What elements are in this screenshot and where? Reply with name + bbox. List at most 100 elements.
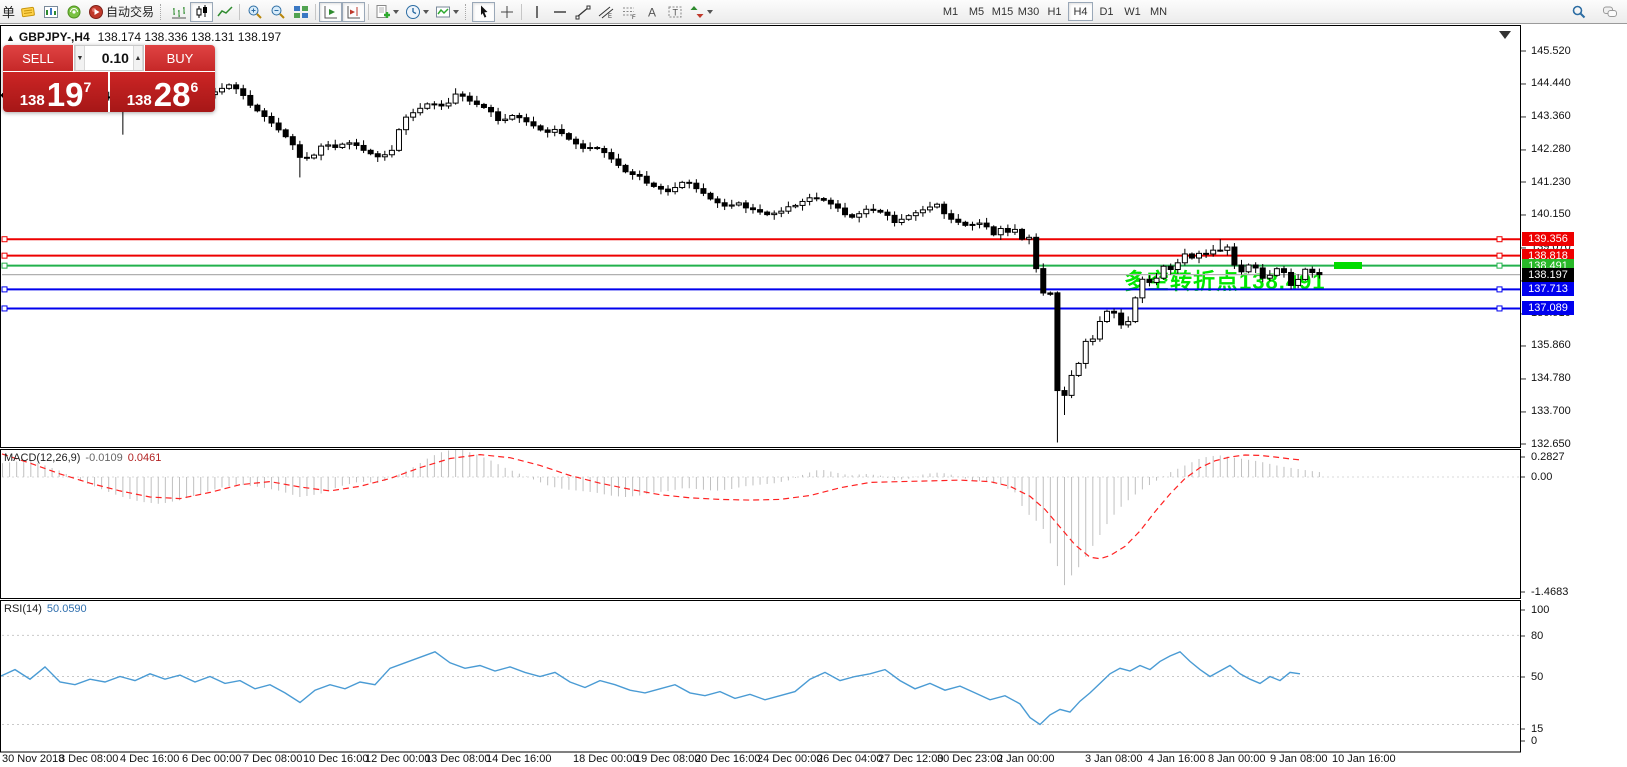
one-click-trading-panel: SELL ▼ ▲ BUY 138 19 7 138 28 6 [3, 45, 215, 112]
line-handle[interactable] [1, 236, 8, 243]
price-axis-tick: 142.280 [1531, 143, 1571, 156]
periods-button[interactable] [402, 2, 432, 22]
indicator-axis-tick: 80 [1531, 629, 1544, 642]
macd-signal-line [1, 453, 1303, 560]
sell-price-big: 19 [46, 75, 84, 113]
price-axis-tick: 134.780 [1531, 372, 1571, 385]
horizontal-line-button[interactable] [548, 2, 571, 22]
search-button[interactable] [1567, 2, 1590, 22]
volume-increase-button[interactable]: ▲ [132, 46, 143, 70]
time-axis-label: 6 Dec 00:00 [182, 753, 242, 765]
timeframe-h1[interactable]: H1 [1042, 2, 1067, 21]
line-handle[interactable] [1496, 236, 1503, 243]
panel-border [0, 25, 1521, 448]
equidistant-channel-icon: E [598, 6, 613, 20]
time-axis-label: 8 Jan 00:00 [1208, 753, 1266, 765]
zoom-out-button[interactable] [266, 2, 289, 22]
zoom-in-button[interactable] [243, 2, 266, 22]
line-handle[interactable] [1, 305, 8, 312]
toolbar-separator [521, 3, 523, 20]
line-chart-button[interactable] [213, 2, 236, 22]
new-order-icon [376, 4, 391, 18]
sell-button[interactable]: SELL [3, 45, 73, 71]
indicator-axis-tick: 15 [1531, 722, 1544, 735]
toolbar: 单 自动交易 [0, 0, 1627, 24]
toolbar-separator [368, 3, 370, 20]
timeframe-d1[interactable]: D1 [1094, 2, 1119, 21]
order-book-icon [20, 6, 35, 17]
timeframe-w1[interactable]: W1 [1120, 2, 1145, 21]
trendline-icon [575, 5, 591, 19]
cursor-button[interactable] [472, 1, 496, 22]
text-icon: A [648, 5, 656, 19]
volume-control: ▼ ▲ [74, 45, 144, 71]
bar-chart-button[interactable] [167, 2, 190, 22]
line-handle[interactable] [1, 262, 8, 269]
line-handle[interactable] [1496, 252, 1503, 259]
indicator-axis-tick: 0.2827 [1531, 450, 1565, 463]
volume-decrease-button[interactable]: ▼ [75, 46, 86, 70]
buy-price[interactable]: 138 28 6 [110, 72, 215, 112]
rsi-value: 50.0590 [46, 603, 87, 615]
collapse-icon[interactable]: ▲ [6, 33, 15, 43]
timeframe-m5[interactable]: M5 [964, 2, 989, 21]
buy-button[interactable]: BUY [145, 45, 215, 71]
arrows-button[interactable] [686, 2, 716, 22]
order-book-button[interactable] [16, 2, 39, 22]
auto-scroll-button[interactable] [319, 1, 343, 22]
volume-input[interactable] [85, 46, 133, 70]
macd-name: MACD(12,26,9) [4, 452, 81, 464]
timeframe-mn[interactable]: MN [1146, 2, 1171, 21]
chart-shift-icon [347, 5, 360, 18]
crosshair-button[interactable] [495, 2, 518, 22]
new-chart-button[interactable] [39, 2, 62, 22]
timeframe-m30[interactable]: M30 [1016, 2, 1041, 21]
ohlc-label: 138.174 138.336 138.131 138.197 [97, 30, 282, 44]
indicator-axis-tick: 50 [1531, 670, 1544, 683]
sell-price[interactable]: 138 19 7 [3, 72, 108, 112]
chart-shift-button[interactable] [342, 1, 366, 22]
line-handle[interactable] [1, 252, 8, 259]
time-axis-label: 13 Dec 08:00 [425, 753, 491, 765]
vertical-line-button[interactable] [525, 2, 548, 22]
zoom-out-icon [271, 5, 285, 19]
time-axis-label: 12 Dec 00:00 [365, 753, 431, 765]
price-axis-tick: 132.650 [1531, 437, 1571, 450]
macd-label: MACD(12,26,9) -0.0109 0.0461 [4, 452, 161, 464]
dropdown-caret-icon [423, 9, 430, 14]
timeframe-h4[interactable]: H4 [1068, 2, 1093, 21]
new-chart-icon [43, 5, 58, 18]
crosshair-icon [500, 5, 513, 18]
toolbar-separator [315, 3, 317, 20]
fibonacci-button[interactable]: F [617, 2, 640, 22]
new-order-button[interactable] [372, 2, 402, 22]
timeframe-m1[interactable]: M1 [938, 2, 963, 21]
chat-button[interactable] [1598, 2, 1621, 22]
line-handle[interactable] [1, 286, 8, 293]
text-button[interactable]: A [640, 2, 663, 22]
vertical-line-icon [535, 5, 538, 18]
signal-button[interactable] [62, 2, 85, 22]
autotrading-button[interactable]: 自动交易 [85, 2, 157, 22]
price-axis-tick: 141.230 [1531, 175, 1571, 188]
candles [1, 82, 1323, 443]
line-handle[interactable] [1496, 286, 1503, 293]
equidistant-channel-button[interactable]: E [594, 2, 617, 22]
trendline-button[interactable] [571, 2, 594, 22]
timeframe-m15[interactable]: M15 [990, 2, 1015, 21]
tile-windows-button[interactable] [289, 2, 312, 22]
panel-border [0, 600, 1521, 753]
clock-icon [406, 4, 421, 19]
price-line-label: 137.089 [1522, 301, 1574, 316]
indicators-button[interactable] [432, 2, 462, 22]
line-handle[interactable] [1496, 262, 1503, 269]
chart-shift-marker[interactable] [1499, 31, 1511, 39]
time-axis-label: 18 Dec 00:00 [573, 753, 639, 765]
timeframe-group: M1 M5 M15 M30 H1 H4 D1 W1 MN [938, 2, 1171, 21]
fibonacci-icon: F [622, 7, 636, 20]
turning-point-marker[interactable] [1334, 262, 1362, 269]
text-label-button[interactable]: T [663, 2, 686, 22]
line-handle[interactable] [1496, 305, 1503, 312]
candlestick-chart-button[interactable] [190, 1, 214, 22]
